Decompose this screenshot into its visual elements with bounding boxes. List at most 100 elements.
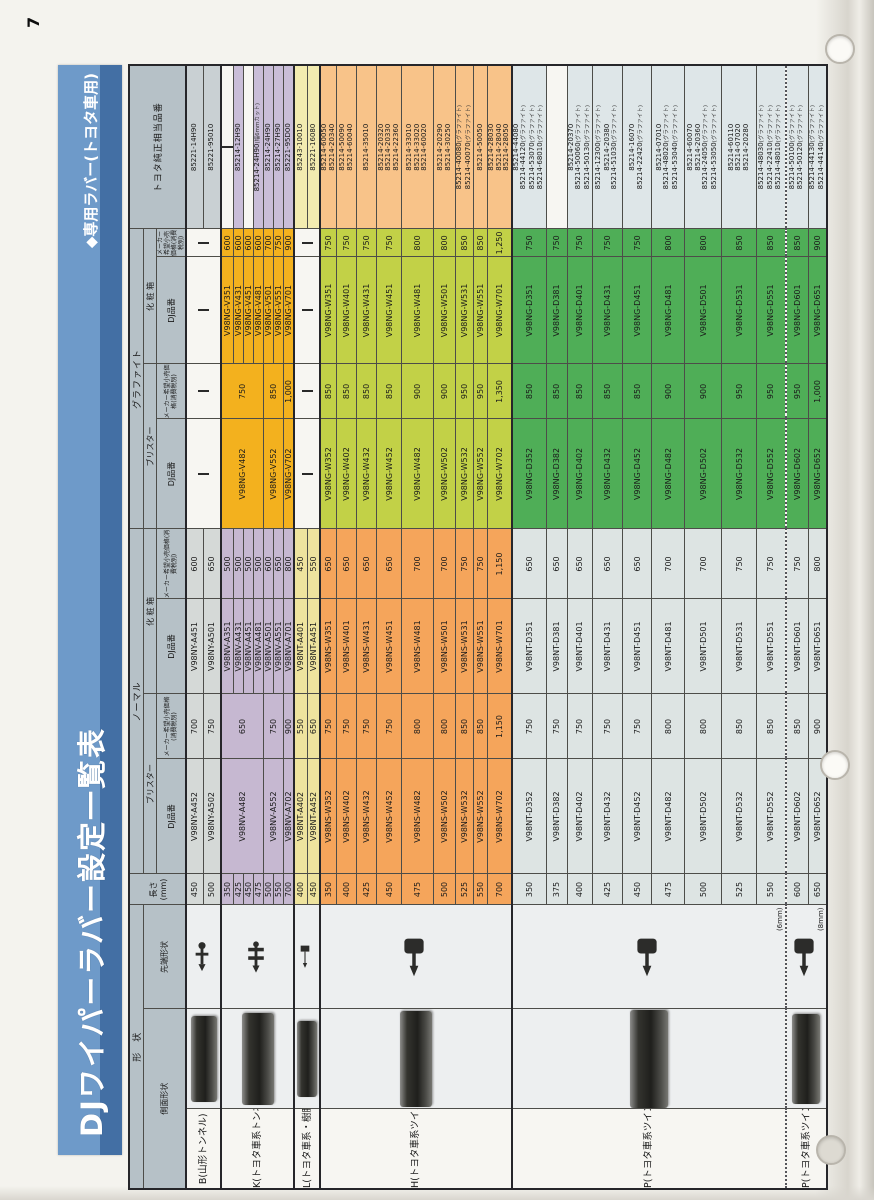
wiper-blade-photo: [190, 1016, 217, 1102]
toyota-part-number: 85243-10010: [296, 123, 304, 171]
dj-code-gc: V98NG-V551: [273, 256, 284, 364]
length-value: 350: [221, 873, 234, 905]
row-group-label: H(トヨタ車系ツイン1): [320, 1109, 512, 1189]
side-shape-photo: [294, 1009, 320, 1109]
side-shape-photo: [320, 1009, 512, 1109]
dj-code-gb: V98NG-W402: [336, 418, 357, 529]
dj-code-nc: V98NV-A431: [233, 598, 244, 694]
length-value: 525: [721, 873, 757, 905]
dj-code-nc: V98NT-D481: [651, 598, 685, 694]
dj-code-nc: V98NY-A501: [203, 598, 221, 694]
dash-icon: [198, 241, 209, 244]
dj-code-nb: V98NS-W502: [433, 758, 456, 874]
price-gc: 850: [455, 228, 474, 257]
toyota-part-number: 85214-30250: [443, 123, 452, 171]
toyota-part-number: 85214-68010(グラファイト): [536, 105, 544, 190]
dj-code-gc: V98NG-D531: [721, 256, 757, 364]
dj-code-gb: V98NG-D382: [546, 418, 567, 529]
price-nc: 500: [221, 528, 234, 599]
toyota-cell: 85214-16070 85214-22420(グラファイト): [622, 64, 652, 229]
price-nb: 750: [320, 693, 337, 759]
dash-icon: [301, 309, 313, 312]
dj-code-nb: V98NT-D382: [546, 758, 567, 874]
dj-code-gb: V98NG-D532: [721, 418, 757, 529]
dj-code-gc: V98NG-V431: [233, 256, 244, 364]
price-nb: 750: [376, 693, 402, 759]
dj-code-nc: V98NT-A451: [307, 598, 320, 694]
price-nb: 750: [203, 693, 221, 759]
toyota-part-number: 85214-35010: [361, 123, 370, 171]
price-nb: 750: [511, 693, 546, 759]
toyota-part-number: 85221-95010: [207, 123, 215, 171]
price-nb: 750: [592, 693, 623, 759]
price-gb: 900: [684, 363, 722, 419]
price-nb: 650: [307, 693, 320, 759]
price-nc: 550: [307, 528, 320, 599]
dj-code-nc: V98NV-A501: [263, 598, 274, 694]
dj-code-gb: V98NG-W452: [376, 418, 402, 529]
length-value: 700: [283, 873, 294, 905]
price-nc: 650: [376, 528, 402, 599]
price-nb: 850: [455, 693, 474, 759]
price-nb: 900: [808, 693, 827, 759]
price-nc: 750: [756, 528, 786, 599]
price-gb: 850: [567, 363, 593, 419]
dash-icon: [222, 146, 233, 149]
price-nc: 600: [186, 528, 203, 599]
price-gb: 900: [651, 363, 685, 419]
toyota-cell: 85243-10010: [294, 64, 307, 229]
price-nc: 700: [401, 528, 434, 599]
dj-code-nc: V98NT-D501: [684, 598, 722, 694]
toyota-part-number: 85214-44140(グラファイト): [816, 105, 825, 190]
toyota-part-number: 85214-53050(グラファイト): [709, 105, 718, 190]
dj-code-nc: V98NS-W701: [487, 598, 512, 694]
dj-code-gb: V98NG-D452: [622, 418, 652, 529]
wiper-blade-photo: [792, 1014, 821, 1104]
header-price: メーカー希望小売価格(消費税別): [156, 228, 186, 257]
toyota-part-number: 85214-51030(グラファイト): [610, 105, 619, 190]
price-gb: 850: [356, 363, 377, 419]
dj-code-nc: V98NS-W401: [336, 598, 357, 694]
length-value: 600: [785, 873, 809, 905]
price-nc: 500: [233, 528, 244, 599]
dj-code-gb: V98NG-W502: [433, 418, 456, 529]
price-nc: 700: [651, 528, 685, 599]
header-price: メーカー希望小売価格(消費税別): [156, 528, 186, 599]
price-nc: 700: [433, 528, 456, 599]
price-nc: 600: [263, 528, 274, 599]
dj-code-nc: V98NT-D381: [546, 598, 567, 694]
toyota-cell: 85214-60070 85214-20360 85214-24050(グラファイト…: [684, 64, 722, 229]
toyota-cell: 85214-50090 85214-60040: [336, 64, 357, 229]
length-value: 450: [243, 873, 254, 905]
dj-code-nc: V98NS-W431: [356, 598, 377, 694]
dj-code-nb: V98NS-W532: [455, 758, 474, 874]
dj-code-nb: V98NV-A482: [221, 758, 264, 874]
toyota-cell: [546, 64, 567, 229]
dj-code-nb: V98NV-A552: [263, 758, 284, 874]
dj-code-nb: V98NY-A502: [203, 758, 221, 874]
header-price: メーカー希望小売価格(消費税別): [156, 363, 186, 419]
price-gc: [294, 228, 320, 257]
dj-code-gb: V98NG-D352: [511, 418, 546, 529]
dj-code-nc: V98NT-D601: [785, 598, 809, 694]
price-nc: 650: [273, 528, 284, 599]
dj-code-gc: V98NG-D551: [756, 256, 786, 364]
price-nc: 800: [283, 528, 294, 599]
price-nc: 750: [785, 528, 809, 599]
cap-pin-icon: [794, 938, 814, 977]
dj-code-nb: V98NT-D432: [592, 758, 623, 874]
dash-icon: [301, 472, 313, 475]
price-nb: 900: [283, 693, 294, 759]
dj-code-gc: V98NG-W501: [433, 256, 456, 364]
toyota-cell: 85214-12H90: [233, 64, 244, 229]
dj-code-gb: V98NG-W482: [401, 418, 434, 529]
price-gb: 850: [622, 363, 652, 419]
toyota-part-number: 85221-16080: [308, 123, 317, 171]
price-nb: 800: [433, 693, 456, 759]
length-value: 375: [546, 873, 567, 905]
toyota-cell: 85214-20290 85214-30250: [433, 64, 456, 229]
dj-code-nb: V98NS-W702: [487, 758, 512, 874]
length-value: 350: [320, 873, 337, 905]
price-nb: 750: [567, 693, 593, 759]
dash-icon: [198, 309, 209, 312]
